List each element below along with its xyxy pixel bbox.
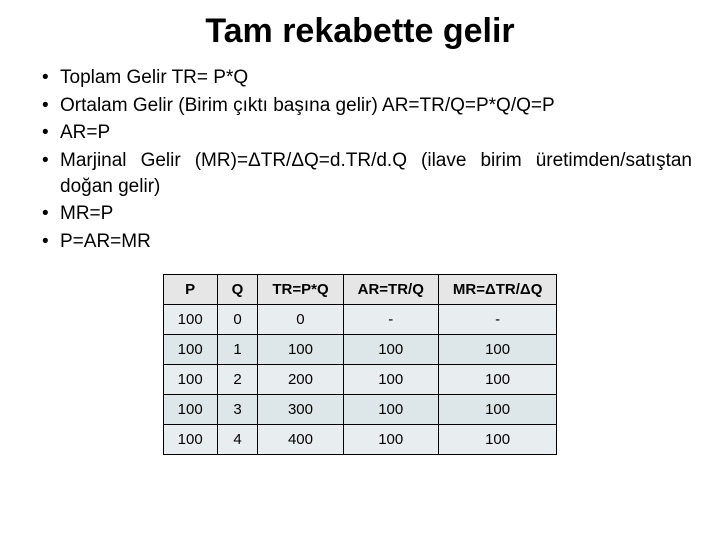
col-header: MR=ΔTR/ΔQ [438,275,556,305]
table-row: 100 0 0 - - [163,305,557,335]
cell: 100 [343,395,438,425]
cell: 100 [343,335,438,365]
list-item: P=AR=MR [42,229,692,255]
cell: 100 [343,365,438,395]
cell: 100 [343,425,438,455]
cell: 300 [258,395,343,425]
cell: 3 [217,395,258,425]
table-wrap: P Q TR=P*Q AR=TR/Q MR=ΔTR/ΔQ 100 0 0 - -… [28,274,692,455]
cell: 100 [163,395,217,425]
bullet-list: Toplam Gelir TR= P*Q Ortalam Gelir (Biri… [28,65,692,254]
table-row: 100 2 200 100 100 [163,365,557,395]
cell: 2 [217,365,258,395]
col-header: Q [217,275,258,305]
table-row: 100 3 300 100 100 [163,395,557,425]
list-item: Toplam Gelir TR= P*Q [42,65,692,91]
list-item: Marjinal Gelir (MR)=ΔTR/ΔQ=d.TR/d.Q (ila… [42,148,692,199]
cell: - [438,305,556,335]
list-item: AR=P [42,120,692,146]
revenue-table: P Q TR=P*Q AR=TR/Q MR=ΔTR/ΔQ 100 0 0 - -… [163,274,558,455]
table-row: 100 1 100 100 100 [163,335,557,365]
cell: 100 [438,365,556,395]
col-header: AR=TR/Q [343,275,438,305]
cell: 1 [217,335,258,365]
cell: 100 [438,335,556,365]
table-row: 100 4 400 100 100 [163,425,557,455]
cell: 100 [163,425,217,455]
cell: 4 [217,425,258,455]
col-header: TR=P*Q [258,275,343,305]
cell: 100 [438,395,556,425]
cell: - [343,305,438,335]
cell: 100 [163,365,217,395]
cell: 100 [163,305,217,335]
list-item: MR=P [42,201,692,227]
col-header: P [163,275,217,305]
list-item: Ortalam Gelir (Birim çıktı başına gelir)… [42,93,692,119]
cell: 0 [217,305,258,335]
cell: 100 [163,335,217,365]
cell: 100 [258,335,343,365]
cell: 400 [258,425,343,455]
cell: 0 [258,305,343,335]
page-title: Tam rekabette gelir [28,12,692,51]
table-header-row: P Q TR=P*Q AR=TR/Q MR=ΔTR/ΔQ [163,275,557,305]
cell: 200 [258,365,343,395]
cell: 100 [438,425,556,455]
